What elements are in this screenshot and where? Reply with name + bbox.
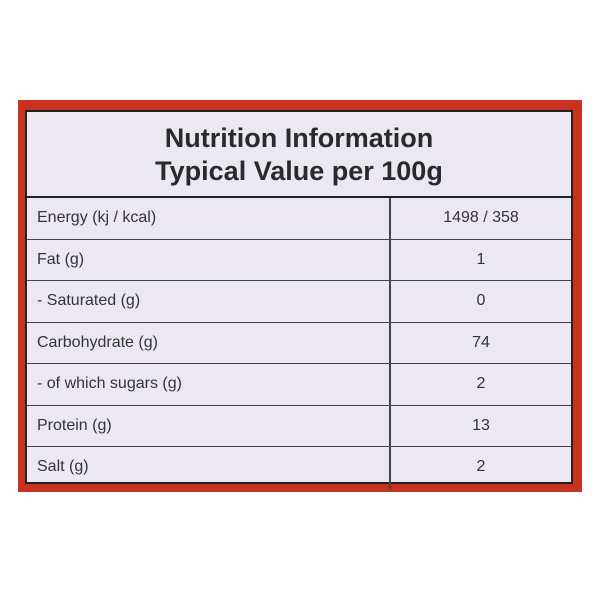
nutrient-value: 1: [476, 250, 486, 268]
nutrient-value: 2: [476, 458, 486, 475]
table-row: - Saturated (g) 0: [27, 281, 571, 323]
nutrient-value: 2: [476, 375, 486, 392]
nutrient-label: Carbohydrate (g): [27, 322, 391, 363]
nutrient-value: 74: [472, 333, 490, 351]
table-row: Fat (g) 1: [27, 239, 571, 281]
nutrition-label: Nutrition Information Typical Value per …: [25, 110, 573, 489]
table-row: Energy (kj / kcal) 1498 / 358: [27, 198, 571, 240]
title: Nutrition Information: [164, 123, 434, 153]
nutrient-value: 13: [472, 416, 490, 434]
table-row: - of which sugars (g) 2: [27, 364, 571, 406]
nutrient-value: 1498 / 358: [443, 209, 519, 226]
subtitle: Typical Value per 100g: [155, 156, 443, 186]
nutrition-table: Energy (kj / kcal) 1498 / 358 Fat (g) 1 - Sa…: [27, 198, 571, 489]
nutrient-label: - Saturated (g): [27, 281, 391, 322]
nutrient-label: Fat (g): [27, 239, 391, 280]
nutrient-label: - of which sugars (g): [27, 364, 391, 405]
table-row: Protein (g) 13: [27, 405, 571, 447]
nutrient-label: Protein (g): [27, 405, 391, 446]
label-header: Nutrition Information Typical Value per …: [27, 112, 571, 198]
nutrient-value: 0: [476, 292, 486, 309]
nutrient-label: Energy (kj / kcal): [27, 198, 391, 239]
table-row: Carbohydrate (g) 74: [27, 322, 571, 364]
nutrient-label: Salt (g): [27, 447, 391, 489]
table-row: Salt (g) 2: [27, 447, 571, 489]
